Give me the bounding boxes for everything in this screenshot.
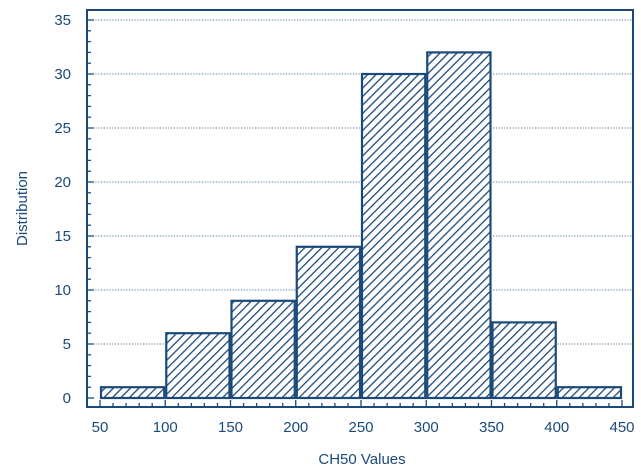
bar-250-300 (360, 72, 427, 400)
bar-150-200 (230, 299, 296, 400)
bar-300-350 (426, 51, 492, 400)
y-tick-label-10: 10 (54, 282, 71, 299)
y-tick-label-25: 25 (54, 120, 71, 137)
x-tick-label-350: 350 (479, 419, 504, 436)
y-tick-label-35: 35 (54, 12, 71, 29)
axes (86, 9, 634, 408)
y-tick-label-15: 15 (54, 228, 71, 245)
x-axis-label: CH50 Values (318, 451, 405, 468)
x-tick-label-50: 50 (92, 419, 109, 436)
x-tick-label-400: 400 (544, 419, 569, 436)
x-tick-label-150: 150 (218, 419, 243, 436)
tick-labels: 0 5 10 15 20 25 30 35 50 100 150 200 250 300 350 400 450 (54, 12, 634, 436)
bar-100-150 (165, 332, 231, 400)
x-tick-label-450: 450 (609, 419, 634, 436)
x-tick-label-300: 300 (414, 419, 439, 436)
x-tick-label-100: 100 (153, 419, 178, 436)
y-tick-label-5: 5 (63, 336, 71, 353)
bar-350-400 (491, 321, 557, 400)
bar-200-250 (295, 245, 362, 400)
y-tick-label-0: 0 (63, 390, 71, 407)
plot-frame (86, 9, 634, 408)
y-tick-label-30: 30 (54, 66, 71, 83)
bars (99, 51, 623, 400)
y-axis-label: Distribution (14, 171, 31, 246)
y-tick-label-20: 20 (54, 174, 71, 191)
x-tick-label-250: 250 (348, 419, 373, 436)
x-tick-label-200: 200 (283, 419, 308, 436)
bar-50-100 (99, 386, 166, 400)
bar-400-450 (556, 386, 623, 400)
